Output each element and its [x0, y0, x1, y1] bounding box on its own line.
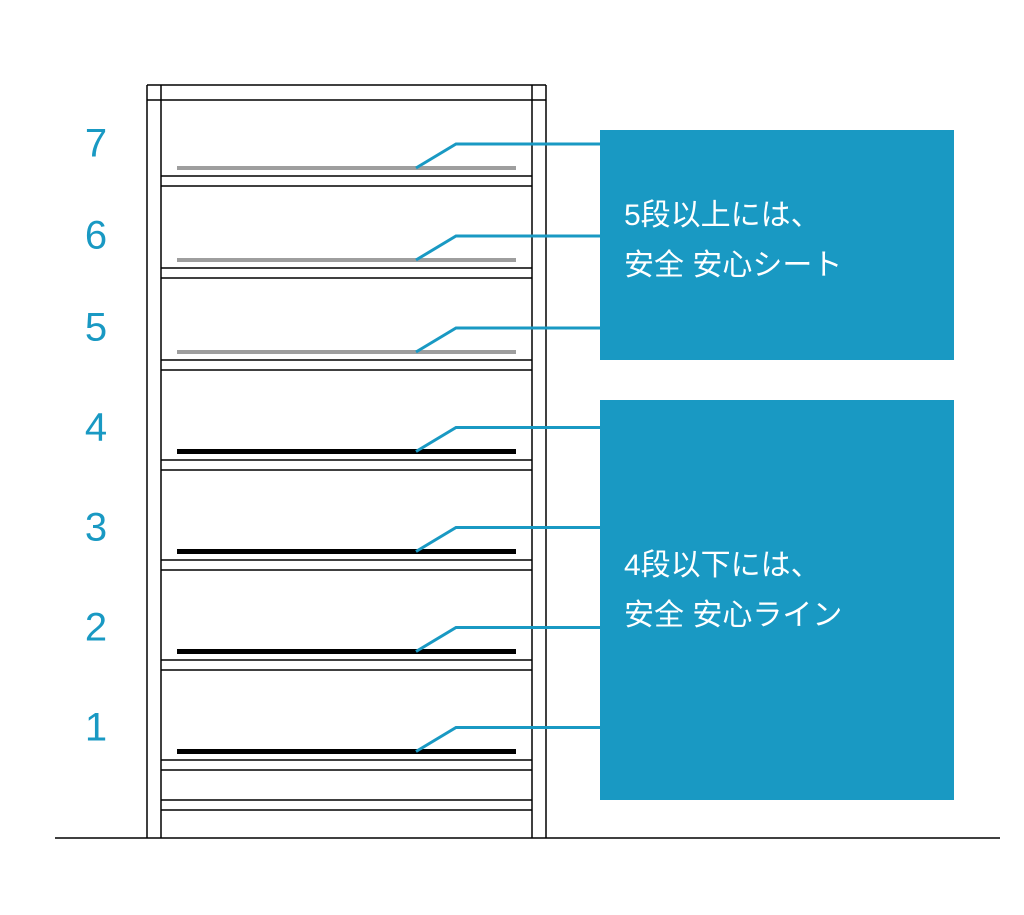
leader-6: [416, 236, 600, 260]
leader-7: [416, 144, 600, 168]
level-number-7: 7: [85, 122, 107, 166]
level-number-4: 4: [85, 406, 107, 450]
level-number-3: 3: [85, 506, 107, 550]
level-number-1: 1: [85, 706, 107, 750]
shelf-diagram: 7 6 5 4 3 2 1 5段以上には、安全 安心シート 4段以下には、安全 安心ライン: [0, 0, 1024, 915]
callout-upper-line2: 安全 安心シート: [624, 249, 842, 282]
leader-1: [416, 728, 600, 752]
shelf-2-bar: [177, 649, 516, 654]
shelf-4-bar: [177, 449, 516, 454]
callout-lower-line2: 安全 安心ライン: [624, 599, 842, 632]
callout-lower-line1: 4段以下には、: [624, 549, 821, 582]
shelf-5-bar: [177, 350, 516, 354]
shelf-7-bar: [177, 166, 516, 170]
leader-3: [416, 528, 600, 552]
shelf-1-bar: [177, 749, 516, 754]
leader-4: [416, 428, 600, 452]
shelf-3-bar: [177, 549, 516, 554]
level-number-5: 5: [85, 306, 107, 350]
shelf-6-bar: [177, 258, 516, 262]
leader-5: [416, 328, 600, 352]
leader-2: [416, 628, 600, 652]
level-number-2: 2: [85, 606, 107, 650]
callout-upper-line1: 5段以上には、: [624, 199, 821, 232]
level-number-6: 6: [85, 214, 107, 258]
callout-box-upper: [600, 130, 954, 360]
